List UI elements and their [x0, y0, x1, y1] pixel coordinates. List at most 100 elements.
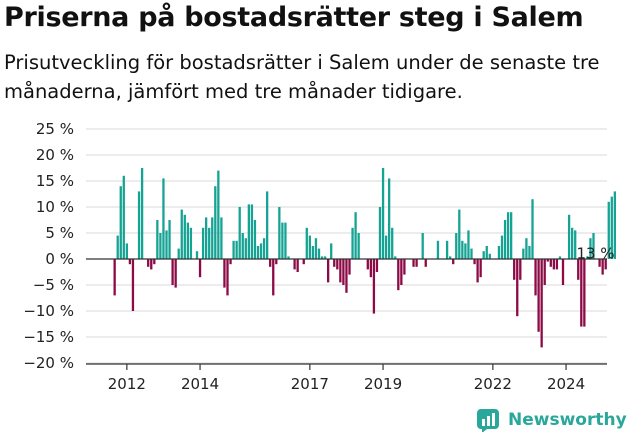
bar	[519, 259, 522, 280]
bar	[165, 230, 168, 259]
bar	[424, 259, 427, 267]
bar	[412, 259, 415, 267]
bar	[583, 259, 586, 327]
bar	[232, 240, 235, 259]
bar	[131, 259, 135, 311]
bar	[497, 246, 501, 259]
bar	[503, 220, 507, 259]
bar	[116, 235, 119, 259]
bar	[336, 259, 339, 270]
bar	[183, 214, 186, 259]
bar	[296, 259, 299, 272]
bar	[537, 259, 540, 332]
x-tick-label: 2019	[364, 375, 402, 393]
bar	[308, 235, 311, 259]
bar	[150, 259, 153, 270]
bar	[500, 235, 504, 259]
bar	[470, 248, 473, 259]
bar	[415, 259, 418, 267]
y-tick-label: 10 %	[36, 198, 74, 216]
bar	[552, 259, 555, 270]
bar	[125, 243, 128, 259]
bar	[302, 259, 305, 265]
last-value-annotation: 13 %	[576, 245, 614, 263]
bar	[534, 259, 537, 296]
y-tick-label: 0 %	[45, 250, 74, 268]
bar	[369, 259, 372, 278]
bar	[403, 259, 406, 275]
bar	[397, 259, 400, 291]
bar	[467, 230, 470, 259]
bar	[598, 259, 601, 267]
bar	[458, 209, 461, 259]
bar	[323, 256, 327, 259]
x-axis	[86, 258, 607, 365]
bar	[293, 259, 296, 270]
bar	[226, 259, 229, 296]
bar	[580, 259, 583, 327]
bar	[388, 178, 391, 259]
bar	[577, 259, 580, 280]
bar	[567, 214, 571, 259]
bar	[476, 259, 479, 283]
bar	[571, 227, 574, 259]
bar	[256, 246, 260, 259]
bar	[342, 259, 345, 285]
bar	[278, 207, 281, 259]
bar	[137, 191, 141, 259]
bar	[445, 240, 449, 259]
bar	[384, 235, 388, 259]
y-tick-label: −15 %	[23, 328, 74, 346]
bar	[220, 217, 223, 259]
bar	[607, 201, 610, 259]
bar	[506, 212, 510, 259]
bar	[485, 246, 488, 259]
bar	[122, 175, 125, 259]
bar	[436, 240, 440, 259]
bar	[327, 259, 330, 283]
bar	[561, 259, 565, 285]
bar	[186, 222, 189, 259]
bar	[320, 256, 324, 259]
bar	[140, 168, 144, 259]
brand-logo: Newsworthy	[476, 408, 627, 432]
bar	[516, 259, 519, 317]
x-tick-label: 2022	[474, 375, 512, 393]
x-tick-label: 2024	[547, 375, 585, 393]
bar	[189, 227, 193, 259]
bar	[549, 259, 552, 267]
bar	[262, 238, 266, 259]
bar	[247, 204, 250, 259]
x-tick-label: 2017	[291, 375, 329, 393]
bar	[171, 259, 174, 285]
bar	[241, 233, 244, 259]
bar	[311, 246, 315, 259]
bar	[284, 222, 287, 259]
y-tick-label: −10 %	[23, 302, 74, 320]
bar	[604, 259, 607, 270]
bar	[345, 259, 348, 293]
bar	[113, 259, 116, 296]
bar	[275, 259, 278, 265]
bar	[375, 259, 379, 272]
y-tick-label: 5 %	[45, 224, 74, 242]
bar	[461, 240, 464, 259]
bar	[351, 227, 354, 259]
bar	[159, 233, 162, 259]
bar	[147, 259, 150, 267]
bar	[455, 233, 458, 259]
bars	[113, 168, 616, 348]
bar	[272, 259, 275, 296]
bar	[525, 238, 528, 259]
bar	[555, 259, 559, 270]
bar	[339, 259, 342, 283]
bar	[244, 238, 247, 259]
x-tick-label: 2014	[181, 375, 219, 393]
bar	[613, 191, 616, 259]
bar	[372, 259, 376, 314]
bar	[305, 227, 308, 259]
bar	[259, 243, 263, 259]
bar	[452, 259, 455, 265]
bar	[543, 259, 546, 285]
x-axis-ticks: 2012 2014 2017 2019 2022 2024	[108, 364, 585, 393]
